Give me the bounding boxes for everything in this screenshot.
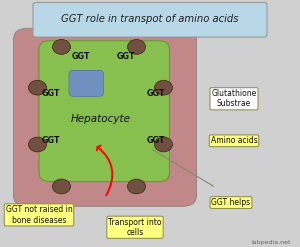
Text: GGT helps: GGT helps xyxy=(212,198,250,207)
Text: GGT: GGT xyxy=(147,136,165,145)
FancyBboxPatch shape xyxy=(33,2,267,37)
Text: GGT role in transpot of amino acids: GGT role in transpot of amino acids xyxy=(61,14,239,24)
Text: GGT not raised in
bone diseases: GGT not raised in bone diseases xyxy=(6,205,72,225)
Circle shape xyxy=(28,80,46,95)
Circle shape xyxy=(28,137,46,152)
Text: Amino acids: Amino acids xyxy=(211,136,257,145)
Text: GGT: GGT xyxy=(147,89,165,98)
Text: GGT: GGT xyxy=(42,89,60,98)
Circle shape xyxy=(154,80,172,95)
Text: Glutathione
Substrae: Glutathione Substrae xyxy=(212,89,256,108)
Text: GGT: GGT xyxy=(117,52,135,61)
Circle shape xyxy=(128,40,146,54)
FancyBboxPatch shape xyxy=(39,41,169,182)
Circle shape xyxy=(52,40,70,54)
FancyBboxPatch shape xyxy=(14,28,196,206)
Text: GGT: GGT xyxy=(72,52,90,61)
Text: GGT: GGT xyxy=(42,136,60,145)
Text: Transport into
cells: Transport into cells xyxy=(108,218,162,237)
Text: Hepatocyte: Hepatocyte xyxy=(70,114,130,124)
Circle shape xyxy=(154,137,172,152)
Text: labpedia.net: labpedia.net xyxy=(251,240,291,245)
Circle shape xyxy=(128,179,146,194)
Circle shape xyxy=(52,179,70,194)
FancyBboxPatch shape xyxy=(69,70,103,96)
